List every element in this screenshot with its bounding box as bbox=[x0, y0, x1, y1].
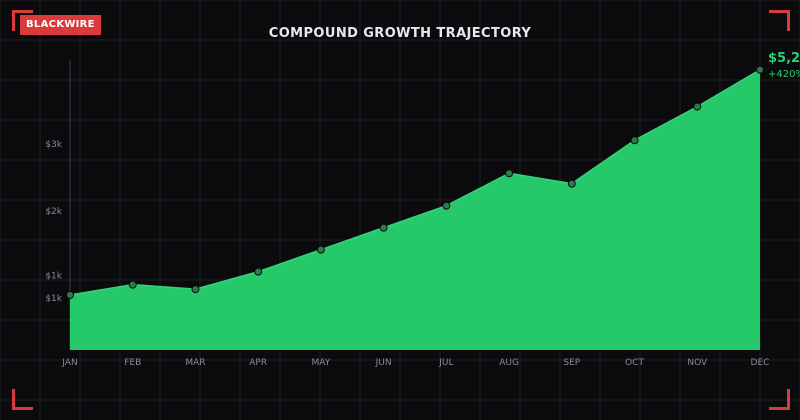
chart-title: COMPOUND GROWTH TRAJECTORY bbox=[268, 26, 532, 41]
y-tick-label: $2k bbox=[45, 207, 62, 217]
x-tick-label: JUL bbox=[438, 358, 453, 368]
data-point bbox=[66, 290, 74, 299]
data-point bbox=[505, 169, 514, 178]
x-tick-label: JUN bbox=[375, 358, 392, 368]
x-tick-label: APR bbox=[249, 358, 267, 368]
y-tick-label: $1k bbox=[45, 294, 62, 304]
data-point bbox=[442, 201, 451, 210]
y-tick-label: $3k bbox=[45, 140, 62, 150]
y-tick-label: $1k bbox=[45, 272, 62, 282]
corner-bracket-bottom-left bbox=[12, 389, 33, 410]
data-point bbox=[316, 245, 325, 254]
data-point bbox=[254, 267, 263, 276]
data-point bbox=[567, 179, 576, 188]
series-line bbox=[69, 69, 761, 296]
x-tick-label: SEP bbox=[563, 358, 580, 368]
end-value-label: $5,2 bbox=[768, 51, 800, 66]
x-tick-label: AUG bbox=[499, 358, 519, 368]
x-tick-label: MAY bbox=[312, 358, 331, 368]
x-tick-label: FEB bbox=[124, 358, 141, 368]
corner-bracket-top-right bbox=[769, 10, 790, 31]
data-point bbox=[630, 136, 639, 145]
data-point bbox=[191, 285, 200, 294]
x-tick-label: JAN bbox=[61, 358, 77, 368]
corner-bracket-top-left bbox=[12, 10, 33, 31]
brand-badge: BLACKWIRE bbox=[20, 15, 101, 35]
end-change-label: +420% bbox=[768, 69, 800, 80]
data-point bbox=[693, 102, 702, 111]
data-point bbox=[756, 65, 764, 74]
data-point bbox=[379, 223, 388, 232]
x-tick-label: NOV bbox=[687, 358, 708, 368]
x-tick-label: OCT bbox=[625, 358, 644, 368]
series-area bbox=[70, 69, 760, 350]
x-tick-label: DEC bbox=[751, 358, 770, 368]
corner-bracket-bottom-right bbox=[769, 389, 790, 410]
x-tick-label: MAR bbox=[185, 358, 205, 368]
data-point bbox=[128, 280, 137, 289]
